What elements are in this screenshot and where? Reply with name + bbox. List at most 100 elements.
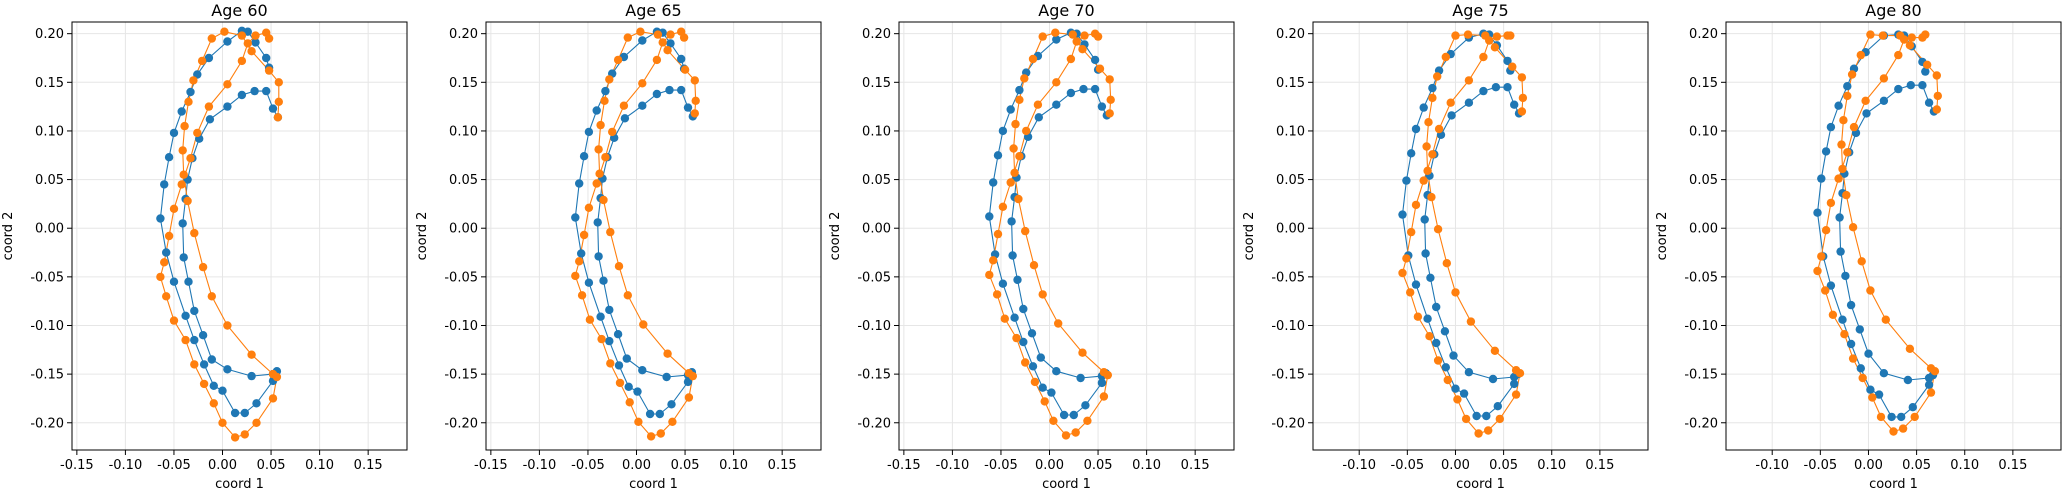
data-point-blue — [1010, 313, 1019, 322]
data-point-blue — [1894, 84, 1903, 94]
data-point-orange — [1518, 93, 1528, 103]
data-point-orange — [1856, 50, 1866, 60]
data-point-orange — [1080, 31, 1089, 40]
data-point-orange — [1020, 226, 1030, 236]
data-point-blue — [1420, 215, 1429, 224]
data-point-blue — [1013, 275, 1022, 284]
y-tick-label: 0.05 — [862, 173, 891, 188]
data-point-orange — [207, 34, 216, 43]
y-tick-label: -0.15 — [30, 368, 64, 383]
data-point-orange — [1066, 54, 1076, 64]
data-point-blue — [985, 212, 994, 221]
data-point-blue — [243, 27, 252, 36]
data-point-orange — [1490, 43, 1500, 52]
data-point-orange — [614, 262, 624, 271]
data-point-blue — [989, 178, 998, 187]
data-point-orange — [679, 33, 689, 42]
x-tick-label: 0.15 — [1998, 458, 2027, 473]
data-point-orange — [1490, 346, 1500, 355]
data-point-blue — [1821, 147, 1831, 156]
data-point-blue — [1006, 105, 1015, 114]
x-tick-label: 0.05 — [1902, 458, 1931, 473]
data-point-orange — [1907, 33, 1917, 42]
data-point-orange — [160, 258, 169, 267]
data-point-orange — [1848, 354, 1858, 363]
data-point-orange — [575, 257, 584, 266]
data-point-blue — [209, 381, 218, 390]
data-point-blue — [662, 372, 671, 382]
data-point-orange — [993, 229, 1003, 239]
data-point-blue — [577, 249, 586, 258]
data-point-orange — [273, 113, 283, 122]
x-tick-label: 0.15 — [1181, 458, 1210, 473]
data-point-orange — [605, 75, 614, 84]
data-point-orange — [1495, 414, 1505, 424]
data-point-blue — [204, 53, 214, 63]
data-point-blue — [1866, 385, 1875, 394]
data-point-blue — [1841, 271, 1850, 281]
data-point-blue — [1503, 83, 1512, 92]
data-point-orange — [606, 359, 615, 368]
data-point-orange — [1061, 431, 1071, 440]
data-point-blue — [1924, 380, 1934, 389]
data-point-blue — [1097, 102, 1107, 111]
data-point-orange — [268, 394, 278, 403]
data-point-blue — [156, 214, 165, 223]
x-tick-label: -0.10 — [1755, 458, 1789, 473]
data-point-blue — [1906, 81, 1916, 90]
data-point-orange — [1517, 107, 1527, 116]
data-point-orange — [1866, 286, 1875, 295]
data-point-orange — [274, 78, 283, 87]
data-point-orange — [1028, 54, 1038, 64]
data-point-blue — [601, 86, 610, 96]
data-point-orange — [992, 290, 1002, 299]
x-tick-label: 0.05 — [1489, 458, 1518, 473]
data-point-blue — [1426, 273, 1435, 282]
data-point-orange — [584, 203, 594, 212]
data-point-orange — [608, 127, 617, 137]
data-point-blue — [198, 331, 208, 340]
data-point-blue — [230, 408, 240, 418]
y-tick-label: -0.10 — [857, 319, 891, 334]
data-point-orange — [169, 316, 179, 325]
data-point-orange — [1012, 333, 1021, 343]
y-tick-label: -0.05 — [1271, 270, 1305, 285]
data-point-blue — [1447, 111, 1456, 120]
data-point-blue — [1047, 388, 1056, 397]
data-point-blue — [1038, 383, 1047, 392]
data-point-orange — [1821, 286, 1830, 295]
data-point-orange — [1427, 192, 1436, 202]
y-tick-label: 0.20 — [1276, 27, 1305, 42]
data-point-blue — [645, 409, 655, 419]
x-tick-label: -0.15 — [887, 458, 921, 473]
data-point-blue — [605, 336, 614, 346]
series-line-orange — [1816, 34, 1939, 433]
y-tick-label: 0.15 — [449, 76, 478, 91]
data-point-orange — [1433, 356, 1443, 365]
data-point-blue — [1921, 67, 1930, 76]
series-line-blue — [159, 30, 279, 414]
data-point-orange — [218, 418, 227, 427]
data-point-orange — [274, 97, 283, 107]
data-point-orange — [252, 418, 261, 427]
x-tick-label: -0.05 — [984, 458, 1018, 473]
data-point-orange — [1425, 332, 1434, 341]
chart-panel-2: -0.15 -0.10 -0.05 0.00 0.05 0.10 0.15 -0.20 -0.1… — [415, 1, 822, 490]
data-point-orange — [1506, 31, 1515, 40]
data-point-orange — [1861, 96, 1870, 106]
data-point-blue — [652, 89, 662, 99]
data-point-orange — [1009, 144, 1018, 153]
data-point-blue — [1076, 373, 1085, 383]
data-point-orange — [600, 96, 609, 106]
data-point-blue — [1856, 364, 1866, 373]
y-axis-label: coord 2 — [1655, 212, 1670, 261]
data-point-orange — [164, 231, 174, 241]
x-axis-label: coord 1 — [1042, 477, 1091, 490]
series-line-blue — [988, 32, 1108, 416]
y-tick-label: 0.10 — [862, 124, 891, 139]
data-point-blue — [1440, 327, 1450, 336]
data-point-orange — [1072, 37, 1081, 46]
x-tick-label: -0.05 — [1804, 458, 1838, 473]
data-point-blue — [223, 102, 232, 111]
axes-frame — [71, 21, 408, 451]
